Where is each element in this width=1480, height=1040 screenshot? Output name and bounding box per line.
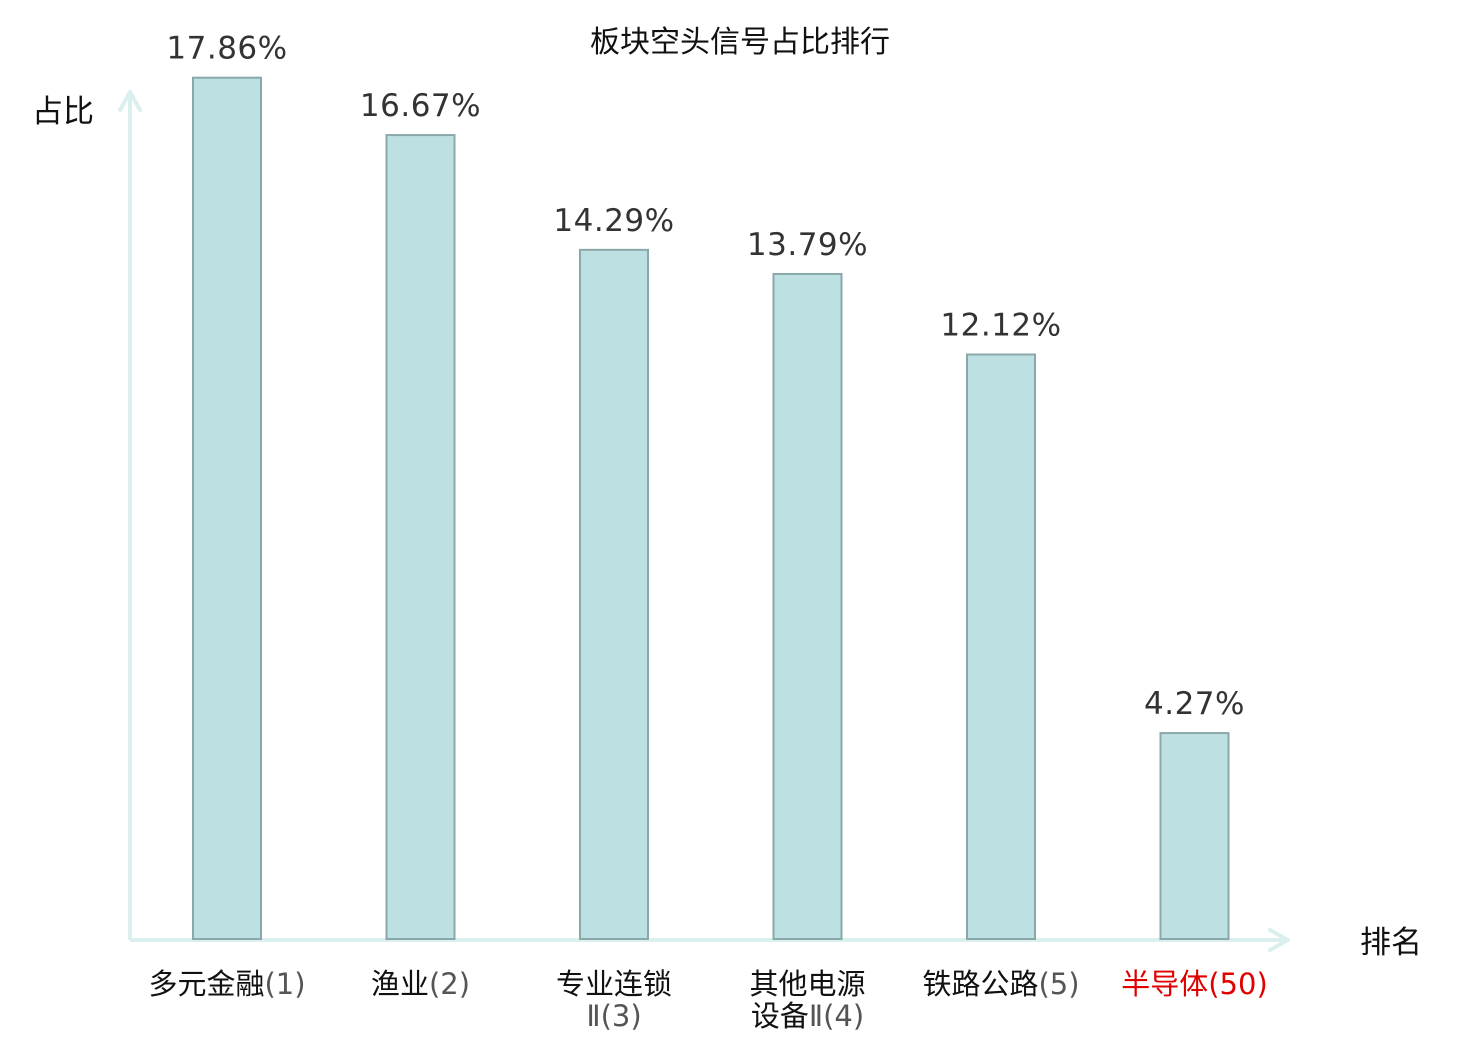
category-label-line: 半导体(50) [1121,967,1268,1001]
y-axis [118,90,142,940]
value-label-6: 4.27% [1144,686,1245,722]
category-label-line: 铁路公路(5) [922,967,1079,1001]
category-label-line: 设备Ⅱ(4) [751,999,864,1033]
category-label-line: 专业连锁 [556,967,672,1001]
value-label-5: 12.12% [940,308,1061,344]
value-label-3: 14.29% [553,203,674,239]
x-axis-label: 排名 [1360,925,1422,961]
bar-6 [1159,732,1230,940]
category-label-line: 渔业(2) [371,967,470,1001]
category-label-2: 渔业(2) [371,967,470,1001]
chart-title: 板块空头信号占比排行 [590,25,890,60]
category-label-6: 半导体(50) [1121,967,1268,1001]
category-label-line: 其他电源 [749,967,865,1001]
category-label-1: 多元金融(1) [148,967,305,1001]
bar-1 [192,76,262,941]
value-label-1: 17.86% [166,31,287,67]
bar-2 [385,134,456,940]
bar-5 [966,353,1036,940]
y-axis-label: 占比 [32,94,94,130]
bars-group [192,76,1230,941]
category-label-5: 铁路公路(5) [922,967,1079,1001]
x-axis [130,928,1290,952]
bar-3 [579,248,649,941]
value-label-4: 13.79% [747,227,868,263]
category-label-line: 多元金融(1) [148,967,305,1001]
value-label-2: 16.67% [360,88,481,124]
value-labels-group: 17.86% 16.67% 14.29% 13.79% 12.12% 4.27% [166,31,1245,722]
category-label-line: Ⅱ(3) [586,999,641,1033]
bar-4 [772,272,843,940]
